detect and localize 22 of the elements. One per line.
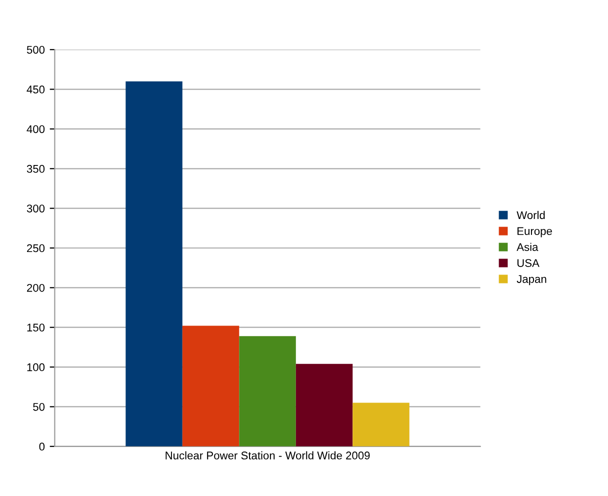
y-tick-label: 150	[27, 324, 45, 332]
y-tick-label: 400	[26, 125, 45, 134]
bar	[296, 364, 353, 446]
y-tick-label: 0	[39, 442, 45, 451]
y-tick-label: 200	[27, 284, 45, 292]
y-tick-label: 250	[27, 244, 45, 252]
x-tick-label: Nuclear Power Station - World Wide 2009	[166, 451, 370, 460]
bar	[182, 326, 240, 446]
legend-label: World	[516, 210, 545, 220]
legend-label: USA	[517, 259, 540, 267]
legend-label: Japan	[516, 275, 546, 286]
y-tick-label: 100	[27, 363, 45, 372]
bar	[352, 402, 410, 446]
bar	[239, 336, 296, 446]
y-tick-label: 300	[26, 204, 45, 212]
legend-label: Asia	[516, 242, 538, 252]
y-tick-label: 350	[26, 164, 45, 173]
legend-label: Europe	[518, 227, 552, 238]
y-tick-label: 50	[33, 402, 45, 411]
bar	[126, 81, 182, 446]
y-tick-label: 500	[26, 46, 45, 54]
y-tick-label: 450	[26, 86, 45, 94]
